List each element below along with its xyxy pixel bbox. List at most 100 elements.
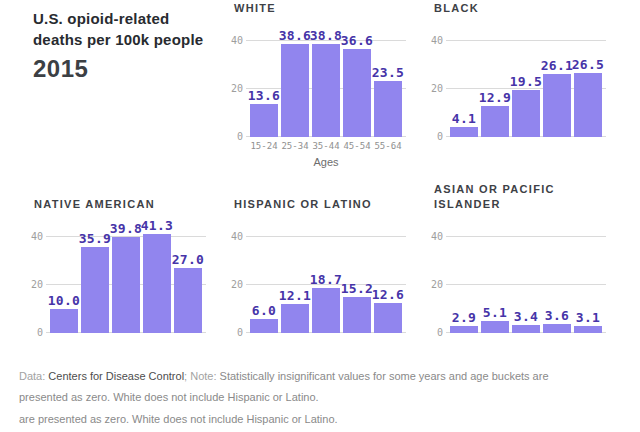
bar-slot: 36.6 (343, 41, 371, 137)
y-tick-label: 0 (37, 328, 43, 338)
bar-value-label: 39.8 (110, 222, 143, 235)
x-tick-label: 55-64 (374, 141, 402, 151)
plot: 4.1 12.919.5 26.126.5 (450, 41, 606, 137)
data-source: Centers for Disease Control (48, 370, 184, 382)
chart-asian-pacific-islander: ASIAN OR PACIFIC ISLANDER 02040 2.9 5.1 3.… (420, 182, 616, 333)
repeated-note-text: are presented as zero. White does not in… (19, 413, 338, 425)
chart-title: WHITE (234, 1, 276, 16)
chart-native-american: NATIVE AMERICAN 02040 10.035.939.841.327… (20, 182, 216, 333)
chart-plot-area: 02040 2.9 5.1 3.4 3.6 3.1 (420, 237, 616, 333)
bar-value-label: 13.6 (248, 89, 281, 102)
y-axis: 02040 (220, 41, 250, 137)
bar-value-label: 27.0 (172, 253, 205, 266)
x-tick-label: 45-54 (343, 141, 371, 151)
plot-column: 13.638.638.836.623.5 15-2425-3435-4445-5… (250, 41, 406, 168)
bar-value-label: 4.1 (452, 112, 476, 125)
bar (250, 319, 278, 333)
bar-slot: 4.1 (450, 41, 478, 137)
source-note: Data: Centers for Disease Control; Note:… (19, 366, 559, 430)
bar-value-label: 12.1 (279, 289, 312, 302)
y-tick-label: 0 (437, 328, 443, 338)
bar-slot: 3.6 (543, 237, 571, 333)
page-title-line-1: U.S. opioid-related (33, 8, 203, 29)
y-tick-label: 20 (431, 84, 443, 94)
chart-plot-area: 02040 13.638.638.836.623.5 15-2425-3435-… (220, 41, 416, 168)
bar-slot: 23.5 (374, 41, 402, 137)
y-axis: 02040 (420, 237, 450, 333)
bar (312, 288, 340, 333)
bars-group: 13.638.638.836.623.5 (250, 41, 402, 137)
chart-title-row: HISPANIC OR LATINO (220, 182, 416, 212)
bar-slot: 15.2 (343, 237, 371, 333)
page-title-block: U.S. opioid-related deaths per 100k peop… (33, 8, 203, 83)
bar-value-label: 36.6 (341, 34, 374, 47)
chart-black: BLACK 02040 4.112.919.526.126.5 (420, 0, 616, 137)
bar (250, 104, 278, 137)
bar (50, 309, 78, 333)
chart-title-row: BLACK (420, 0, 616, 16)
opioid-deaths-infographic: U.S. opioid-related deaths per 100k peop… (0, 0, 640, 432)
bar-value-label: 3.1 (576, 311, 600, 324)
y-tick-label: 20 (231, 280, 243, 290)
bar (374, 303, 402, 333)
bar (450, 326, 478, 333)
plot-column: 6.012.1 18.715.212.6 (250, 237, 406, 333)
bar-slot: 12.1 (281, 237, 309, 333)
bars-group: 4.1 12.919.5 26.126.5 (450, 41, 602, 137)
y-tick-label: 20 (31, 280, 43, 290)
bar-value-label: 3.6 (545, 309, 569, 322)
bar (512, 325, 540, 333)
y-tick-label: 0 (237, 328, 243, 338)
bar-slot: 27.0 (174, 237, 202, 333)
bar-slot: 6.0 (250, 237, 278, 333)
x-axis: 15-2425-3435-4445-5455-64 (250, 141, 406, 151)
y-tick-label: 40 (231, 232, 243, 242)
bar-slot: 12.9 (481, 41, 509, 137)
chart-title: HISPANIC OR LATINO (234, 197, 372, 212)
bar-value-label: 6.0 (252, 304, 276, 317)
bar (543, 74, 571, 137)
bar-slot: 26.5 (574, 41, 602, 137)
repeated-note-line: are presented as zero. White does not in… (19, 409, 559, 430)
plot: 13.638.638.836.623.5 (250, 41, 406, 137)
bar-slot: 18.7 (312, 237, 340, 333)
bar-slot: 38.6 (281, 41, 309, 137)
bar-value-label: 2.9 (452, 311, 476, 324)
bar (312, 44, 340, 137)
chart-title: BLACK (434, 1, 479, 16)
bar-value-label: 23.5 (372, 66, 405, 79)
bar-value-label: 18.7 (310, 273, 343, 286)
bar-value-label: 12.6 (372, 288, 405, 301)
bar-slot: 41.3 (143, 237, 171, 333)
plot-column: 10.035.939.841.327.0 (50, 237, 206, 333)
chart-plot-area: 02040 10.035.939.841.327.0 (20, 237, 216, 333)
bar (343, 49, 371, 137)
chart-white: WHITE 02040 13.638.638.836.623.5 15-2425… (220, 0, 416, 168)
bar-slot: 39.8 (112, 237, 140, 333)
bar-slot: 19.5 (512, 41, 540, 137)
chart-hispanic-latino: HISPANIC OR LATINO 02040 6.012.118.715.2… (220, 182, 416, 333)
bar-value-label: 26.5 (572, 58, 605, 71)
y-tick-label: 20 (431, 280, 443, 290)
y-tick-label: 40 (31, 232, 43, 242)
y-tick-label: 40 (431, 232, 443, 242)
bar-slot: 5.1 (481, 237, 509, 333)
x-tick-label: 15-24 (250, 141, 278, 151)
bar-slot: 2.9 (450, 237, 478, 333)
chart-title-row: ASIAN OR PACIFIC ISLANDER (420, 182, 616, 212)
x-tick-label: 25-34 (281, 141, 309, 151)
source-note-line: Data: Centers for Disease Control; Note:… (19, 366, 559, 408)
bar-value-label: 3.4 (514, 310, 538, 323)
bar (450, 127, 478, 137)
plot: 2.9 5.1 3.4 3.6 3.1 (450, 237, 606, 333)
bar (481, 106, 509, 137)
bars-group: 6.012.1 18.715.212.6 (250, 237, 402, 333)
chart-title: ASIAN OR PACIFIC ISLANDER (434, 182, 616, 212)
bar-value-label: 26.1 (541, 59, 574, 72)
page-title-line-2: deaths per 100k people (33, 29, 203, 50)
bar-slot: 3.4 (512, 237, 540, 333)
bar (143, 234, 171, 333)
bar (574, 326, 602, 333)
bar-value-label: 19.5 (510, 75, 543, 88)
bar (281, 44, 309, 137)
